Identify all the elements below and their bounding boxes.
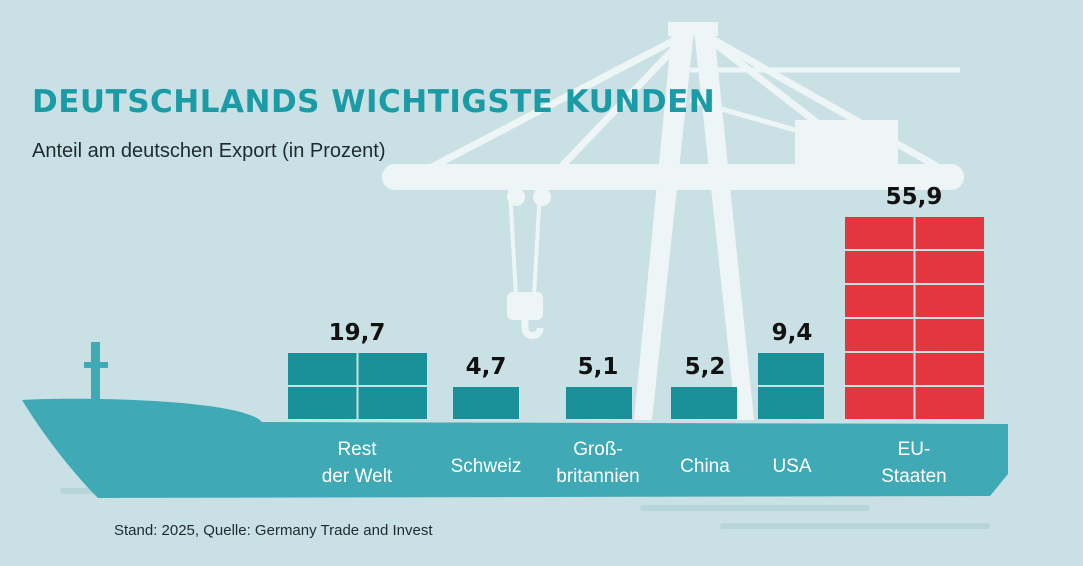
container-box (845, 285, 914, 317)
container-box (288, 353, 357, 385)
container-box (566, 387, 632, 419)
container-box (845, 319, 914, 351)
value-labels: 19,7 4,7 5,1 5,2 9,4 55,9 (329, 184, 943, 380)
crane-cable (508, 189, 518, 297)
crane-cabin (795, 120, 898, 166)
ship (22, 342, 1008, 498)
crane-stay (557, 29, 693, 171)
data-label: 55,9 (886, 184, 943, 210)
container-box (671, 387, 737, 419)
category-label: Schweiz (451, 456, 522, 477)
container-box (358, 387, 427, 419)
container-box (288, 387, 357, 419)
category-label: der Welt (322, 466, 393, 487)
container-box (915, 217, 984, 249)
container-box (915, 319, 984, 351)
container-box (758, 387, 824, 419)
container-box (358, 353, 427, 385)
crane-leg-left (634, 30, 694, 420)
category-label: Staaten (881, 466, 947, 487)
crane-pulley (507, 188, 525, 206)
container-box (915, 353, 984, 385)
container-box (758, 353, 824, 385)
crane-pulley (533, 188, 551, 206)
data-label: 5,1 (578, 354, 619, 380)
category-label: China (680, 456, 730, 477)
ship-mast (91, 342, 100, 402)
category-label: Groß- (573, 439, 623, 460)
container-box (915, 251, 984, 283)
data-label: 5,2 (685, 354, 726, 380)
category-label: USA (772, 456, 811, 477)
category-label: EU- (898, 439, 931, 460)
chart-subtitle: Anteil am deutschen Export (in Prozent) (32, 140, 386, 162)
chart-title: DEUTSCHLANDS WICHTIGSTE KUNDEN (32, 84, 716, 120)
category-label: britannien (556, 466, 639, 487)
crane-cable (532, 189, 542, 297)
container-box (453, 387, 519, 419)
hook-block (507, 292, 543, 320)
category-labels: Rest der Welt Schweiz Groß-britannien China U… (322, 439, 947, 487)
container-box (845, 387, 914, 419)
data-label: 9,4 (772, 320, 813, 346)
category-label: Rest (337, 439, 377, 460)
ship-mast-bar (84, 362, 108, 368)
container-box (915, 387, 984, 419)
water-streak (720, 523, 990, 529)
data-label: 4,7 (466, 354, 507, 380)
crane-leg-right (694, 30, 754, 420)
container-box (845, 353, 914, 385)
ship-hull (22, 398, 1008, 498)
container-box (845, 217, 914, 249)
data-label: 19,7 (329, 320, 386, 346)
crane-top (668, 22, 718, 36)
hook-icon (521, 320, 544, 339)
container-box (845, 251, 914, 283)
crane-stay (697, 29, 823, 128)
crane-stay (689, 97, 796, 133)
source-note: Stand: 2025, Quelle: Germany Trade and I… (114, 522, 433, 539)
containers (288, 217, 984, 419)
crane-stay (428, 28, 692, 172)
container-box (915, 285, 984, 317)
crane-stay (698, 28, 942, 172)
crane (382, 22, 964, 420)
water-streak (640, 505, 870, 511)
